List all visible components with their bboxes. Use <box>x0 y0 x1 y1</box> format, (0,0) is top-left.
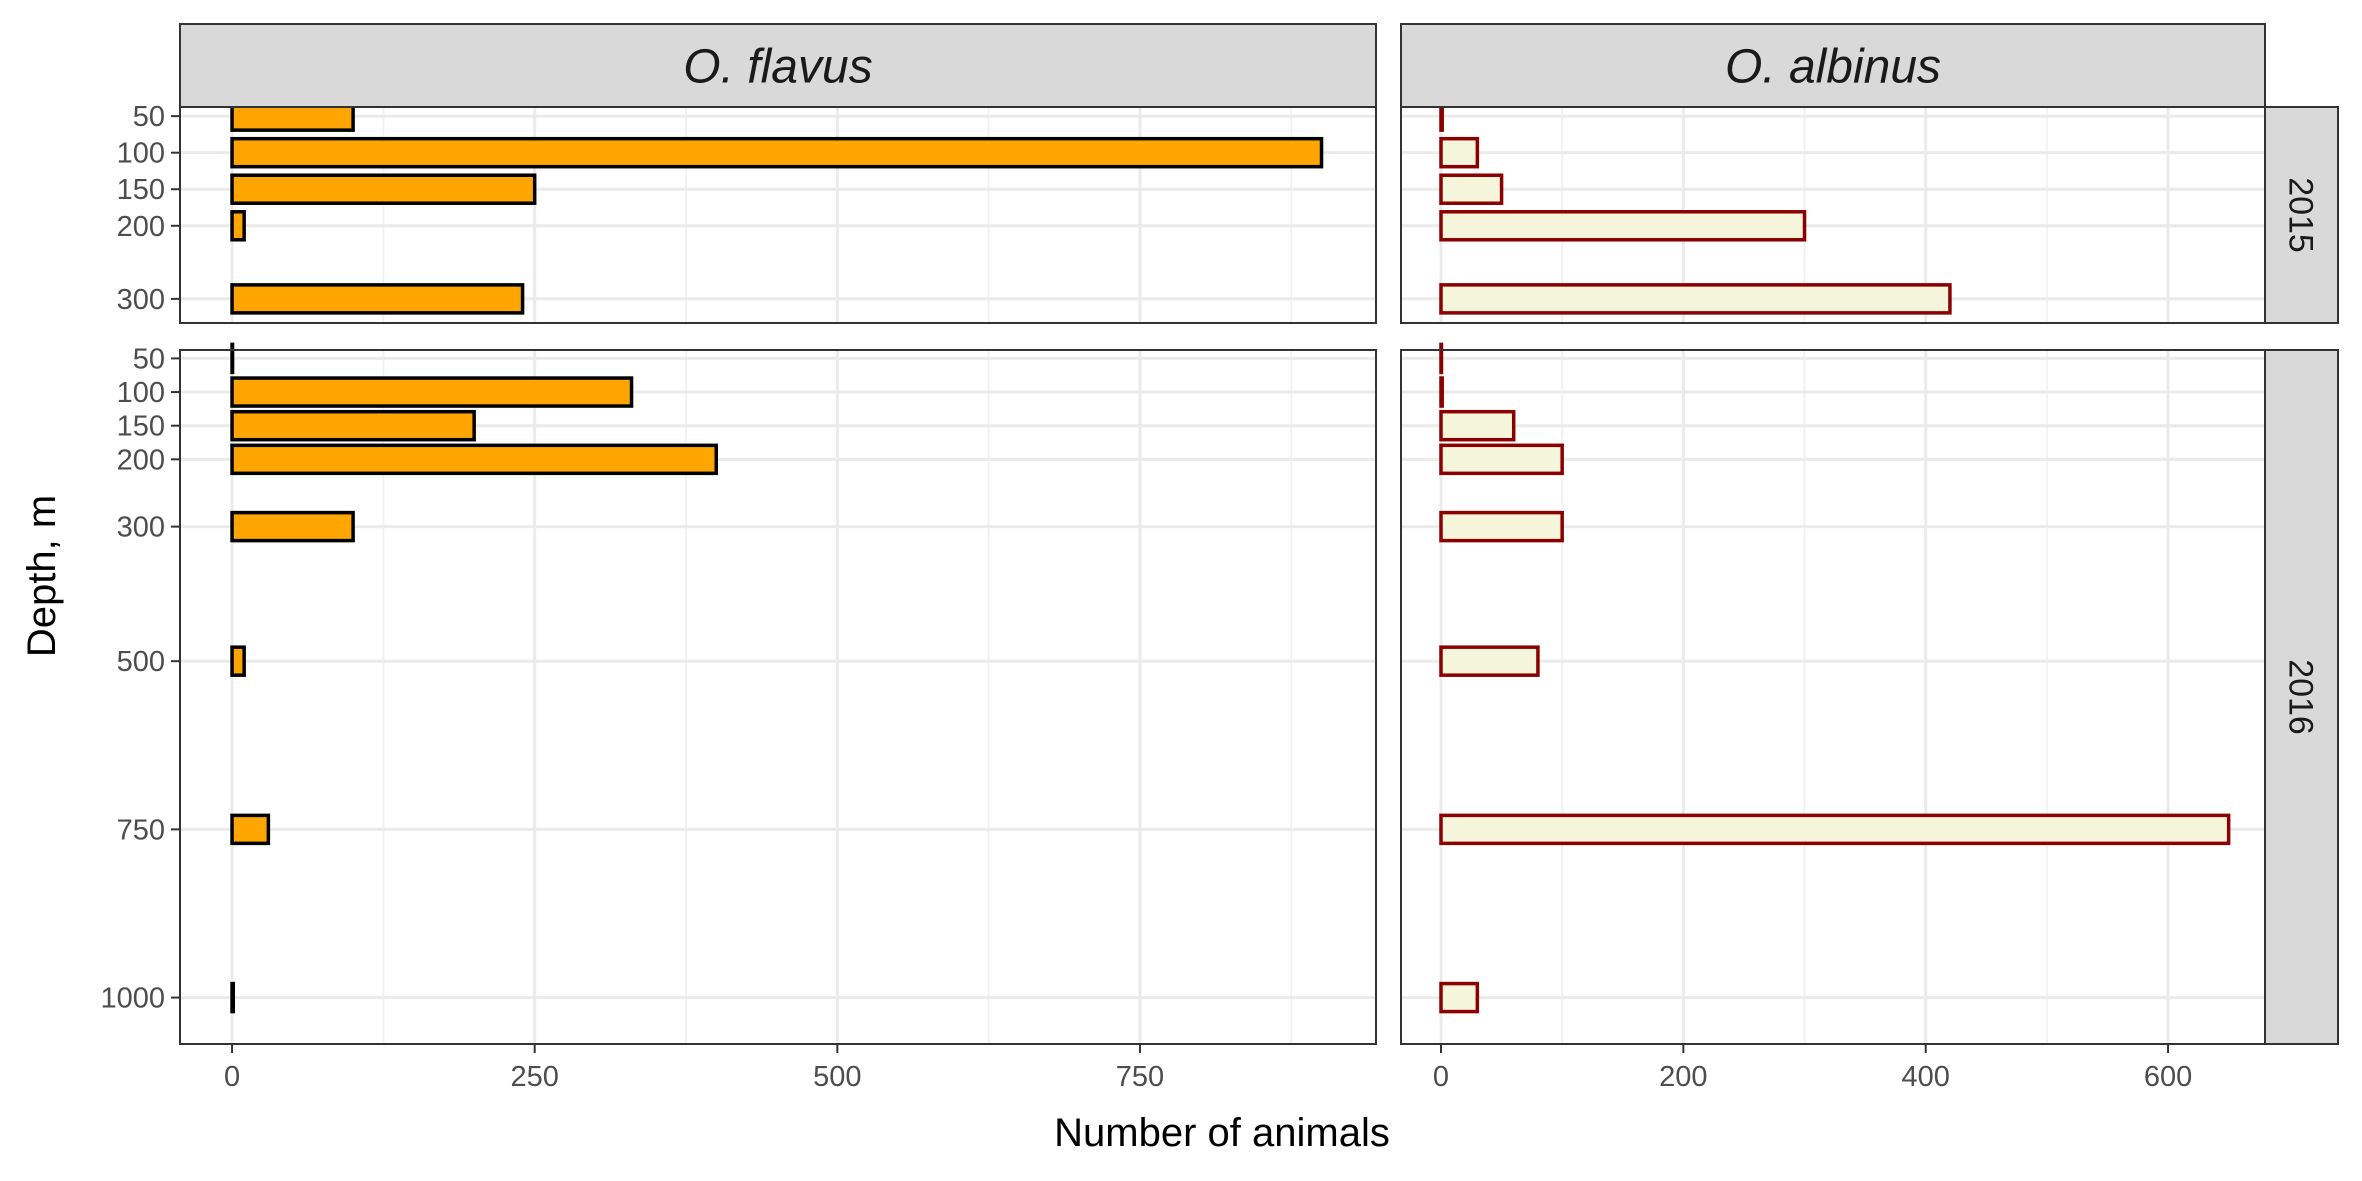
panel-o-flavus-2015 <box>179 100 1377 324</box>
y-tick-label-2015-300: 300 <box>117 284 165 316</box>
y-tick-label-2016-50: 50 <box>133 343 165 375</box>
y-tick-label-2016-1000: 1000 <box>100 983 165 1015</box>
y-tick-label-2016-300: 300 <box>117 512 165 544</box>
bar-o-albinus-2016-300 <box>1439 510 1564 543</box>
panels-layer <box>179 100 2266 1045</box>
y-tick-label-2016-200: 200 <box>117 444 165 476</box>
panel-o-flavus-2016 <box>179 342 1377 1045</box>
bar-o-albinus-2016-150 <box>1439 409 1516 442</box>
y-tick-label-2016-500: 500 <box>117 646 165 678</box>
y-tick-label-2015-150: 150 <box>117 174 165 206</box>
strip-label-year-2015: 2015 <box>2282 177 2320 253</box>
strip-label-o-albinus: O. albinus <box>1725 41 1941 94</box>
panel-o-albinus-2016 <box>1400 342 2266 1045</box>
bar-o-flavus-2016-1000 <box>230 981 236 1014</box>
x-tick-label-o-albinus-600: 600 <box>2144 1061 2192 1093</box>
x-tick-label-o-flavus-250: 250 <box>510 1061 558 1093</box>
x-tick-label-o-albinus-200: 200 <box>1659 1061 1707 1093</box>
strip-o-flavus <box>179 23 1377 108</box>
bar-o-albinus-2016-500 <box>1439 645 1540 677</box>
x-tick-label-o-flavus-750: 750 <box>1116 1061 1164 1093</box>
bar-o-albinus-2015-150 <box>1439 173 1504 205</box>
bar-o-albinus-2016-1000 <box>1439 981 1480 1014</box>
strip-label-year-2016: 2016 <box>2282 659 2320 735</box>
y-tick-label-2015-200: 200 <box>117 211 165 243</box>
x-axis-title: Number of animals <box>1054 1111 1390 1155</box>
y-tick-label-2016-750: 750 <box>117 814 165 846</box>
bar-o-flavus-2016-300 <box>230 510 355 543</box>
bar-o-albinus-2015-100 <box>1439 136 1480 169</box>
bar-o-albinus-2016-750 <box>1439 813 2231 846</box>
panel-border-o-flavus-2016 <box>179 349 1377 1045</box>
x-tick-label-o-albinus-400: 400 <box>1902 1061 1950 1093</box>
y-axis-title: Depth, m <box>20 495 64 657</box>
bar-o-flavus-2015-100 <box>230 136 1324 169</box>
bar-o-albinus-2016-50 <box>1439 342 1444 375</box>
bar-o-flavus-2015-200 <box>230 210 246 242</box>
bar-o-flavus-2015-300 <box>230 283 525 315</box>
strip-year-2015 <box>2264 106 2339 324</box>
y-tick-label-2016-100: 100 <box>117 377 165 409</box>
y-tick-label-2015-100: 100 <box>117 138 165 170</box>
strip-label-o-flavus: O. flavus <box>683 41 872 94</box>
bar-o-flavus-2016-200 <box>230 443 719 476</box>
bar-o-flavus-2016-50 <box>230 342 235 375</box>
y-tick-label-2015-50: 50 <box>133 101 165 133</box>
x-tick-label-o-albinus-0: 0 <box>1433 1061 1449 1093</box>
bar-o-flavus-2016-750 <box>230 813 271 846</box>
strip-o-albinus <box>1400 23 2266 108</box>
bar-o-flavus-2015-150 <box>230 173 537 205</box>
bar-o-flavus-2016-150 <box>230 409 476 442</box>
bar-o-albinus-2015-200 <box>1439 210 1807 242</box>
bar-o-albinus-2016-100 <box>1439 376 1444 408</box>
strip-year-2016 <box>2264 349 2339 1045</box>
bar-o-albinus-2015-300 <box>1439 283 1952 315</box>
x-tick-label-o-flavus-500: 500 <box>813 1061 861 1093</box>
y-tick-label-2016-150: 150 <box>117 411 165 443</box>
strips-layer: O. flavus O. albinus 2015 2016 <box>179 23 2339 1045</box>
bar-o-flavus-2016-100 <box>230 376 634 408</box>
x-tick-label-o-flavus-0: 0 <box>224 1061 240 1093</box>
bar-o-flavus-2016-500 <box>230 645 246 677</box>
panel-o-albinus-2015 <box>1400 100 2266 324</box>
bar-o-albinus-2016-200 <box>1439 443 1564 476</box>
